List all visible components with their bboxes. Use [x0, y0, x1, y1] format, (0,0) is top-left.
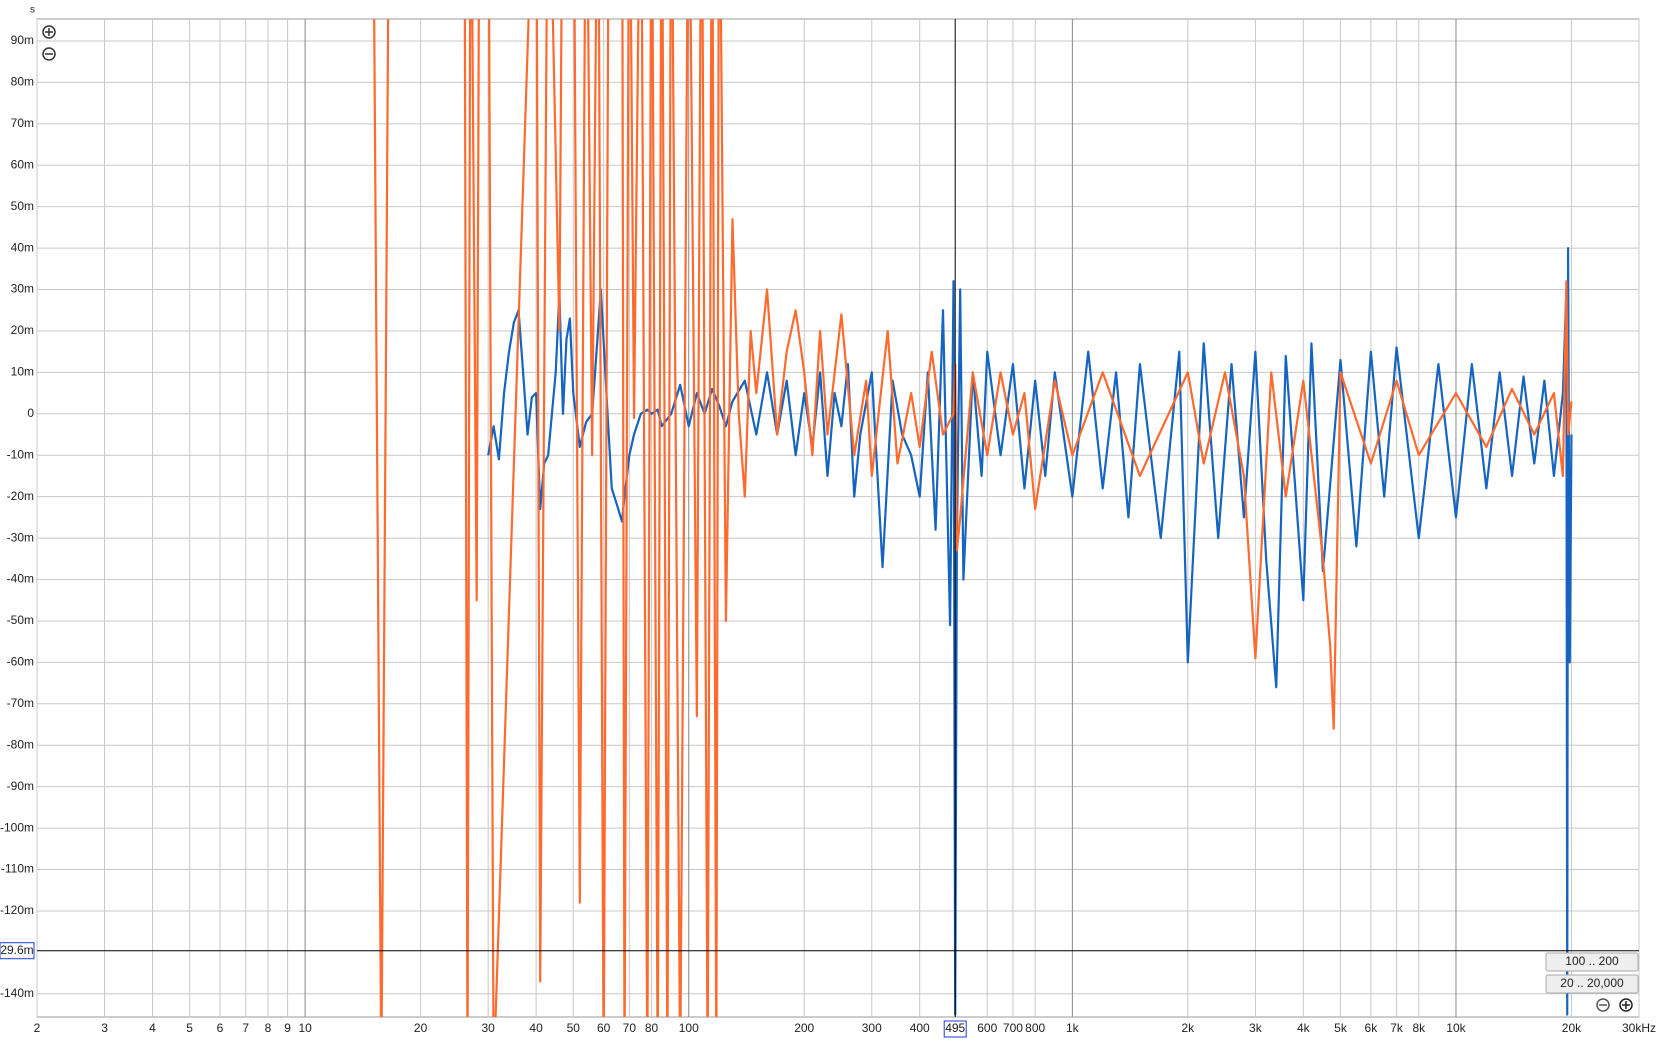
x-tick-label: 10: [298, 1021, 312, 1035]
x-tick-label: 20: [414, 1021, 428, 1035]
y-tick-label: -60m: [7, 655, 34, 669]
cursor-x-label: 495: [945, 1021, 965, 1035]
y-tick-label: -100m: [0, 820, 34, 834]
x-tick-label: 7k: [1390, 1021, 1404, 1035]
cursor-y-label: 29.6m: [0, 943, 33, 957]
x-tick-label: 5: [186, 1021, 193, 1035]
y-tick-label: 40m: [11, 240, 34, 254]
x-tick-label: 4: [149, 1021, 156, 1035]
cursor-y-box: [0, 942, 35, 960]
x-tick-label: 3: [101, 1021, 108, 1035]
y-tick-label: -90m: [7, 779, 34, 793]
range-button-label: 20 .. 20,000: [1560, 976, 1624, 990]
plot-area: [36, 18, 1640, 1018]
y-tick-label: 70m: [11, 116, 34, 130]
x-tick-label: 6: [217, 1021, 224, 1035]
grid: [36, 19, 1640, 1017]
range-button[interactable]: 100 .. 200: [1545, 952, 1639, 972]
y-tick-label: -120m: [0, 903, 34, 917]
x-tick-label: 2k: [1181, 1021, 1195, 1035]
y-tick-label: -10m: [7, 447, 34, 461]
x-tick-label: 5k: [1334, 1021, 1348, 1035]
x-tick-label: 30: [481, 1021, 495, 1035]
labels: 90m 80m 70m 60m 50m 40m 30m 20m 10m 0 -10m -20m -30m…: [0, 19, 1656, 1038]
x-tick-label: 2: [34, 1021, 41, 1035]
y-tick-label: -110m: [1, 862, 34, 876]
y-tick-label: 0: [27, 406, 34, 420]
x-tick-label: 60: [597, 1021, 611, 1035]
y-tick-label: 20m: [11, 323, 34, 337]
x-tick-label: 200: [794, 1021, 814, 1035]
y-tick-label: -20m: [7, 489, 34, 503]
x-tick-label: 80: [645, 1021, 659, 1035]
y-tick-label: -40m: [7, 572, 34, 586]
x-tick-label: 7: [242, 1021, 249, 1035]
y-tick-label: 30m: [11, 282, 34, 296]
zoom-in[interactable]: [42, 25, 56, 39]
cursor-x-box: [943, 1020, 967, 1038]
x-tick-label: 8: [265, 1021, 272, 1035]
y-tick-label: 80m: [11, 75, 34, 89]
x-tick-label: 50: [567, 1021, 581, 1035]
y-tick-label: 50m: [11, 199, 34, 213]
x-tick-label: 400: [910, 1021, 930, 1035]
x-tick-label: 100: [679, 1021, 699, 1035]
y-tick-label: -80m: [7, 737, 34, 751]
x-tick-label: 70: [623, 1021, 637, 1035]
series-line: [487, 247, 1573, 1016]
series-line: [373, 19, 1573, 1017]
x-tick-label: 10k: [1446, 1021, 1466, 1035]
zoom-in-x[interactable]: [1619, 998, 1633, 1012]
x-tick-label: 8k: [1412, 1021, 1426, 1035]
zoom-out[interactable]: [42, 47, 56, 61]
y-tick-label: 60m: [11, 157, 34, 171]
range-button-label: 100 .. 200: [1565, 954, 1619, 968]
x-tick-label: 20k: [1562, 1021, 1582, 1035]
zoom-out-x[interactable]: [1596, 998, 1610, 1012]
x-tick-label: 40: [529, 1021, 543, 1035]
x-tick-label: 1k: [1066, 1021, 1080, 1035]
y-tick-label: -30m: [7, 530, 34, 544]
x-tick-label: 600: [977, 1021, 997, 1035]
y-tick-label: 90m: [11, 33, 34, 47]
x-tick-label: 300: [862, 1021, 882, 1035]
y-tick-label: -70m: [7, 696, 34, 710]
x-tick-label: 700: [1003, 1021, 1023, 1035]
y-tick-label: -50m: [7, 613, 34, 627]
y-unit: s: [30, 5, 35, 16]
range-button[interactable]: 20 .. 20,000: [1545, 974, 1639, 994]
x-tick-label: 30kHz: [1622, 1021, 1656, 1035]
y-tick-label: -140m: [0, 986, 34, 1000]
x-tick-label: 3k: [1249, 1021, 1263, 1035]
y-tick-label: 10m: [11, 365, 34, 379]
x-tick-label: 800: [1025, 1021, 1045, 1035]
x-tick-label: 9: [284, 1021, 291, 1035]
x-tick-label: 6k: [1365, 1021, 1379, 1035]
series-layer: [373, 19, 1573, 1017]
x-tick-label: 4k: [1297, 1021, 1311, 1035]
